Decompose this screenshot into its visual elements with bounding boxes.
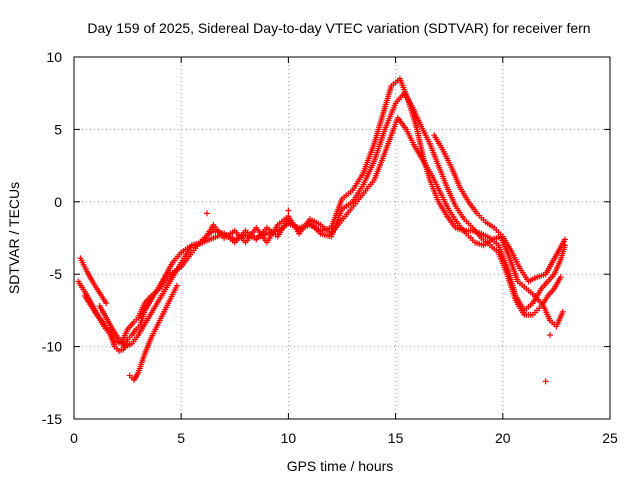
x-tick-label: 5 <box>177 430 185 446</box>
y-axis-label: SDTVAR / TECUs <box>6 182 22 294</box>
x-tick-label: 15 <box>388 430 404 446</box>
plot-frame <box>73 56 611 420</box>
data-point <box>173 282 180 289</box>
y-tick-label: 5 <box>54 121 62 137</box>
data-point <box>559 308 566 315</box>
data-point <box>546 332 553 339</box>
data-point <box>103 300 110 307</box>
data-point <box>285 207 292 214</box>
axes: 0 5 10 15 20 25 -15 -10 -5 0 5 10 <box>42 49 618 446</box>
data-point <box>203 210 210 217</box>
grid-lines <box>74 57 610 419</box>
data-points <box>75 75 568 385</box>
y-tick-label: 0 <box>54 194 62 210</box>
x-tick-label: 20 <box>495 430 511 446</box>
y-tick-label: 10 <box>46 49 62 65</box>
data-point <box>557 274 564 281</box>
x-tick-label: 0 <box>70 430 78 446</box>
x-tick-label: 10 <box>281 430 297 446</box>
y-tick-label: -15 <box>42 411 62 427</box>
y-tick-label: -10 <box>42 339 62 355</box>
data-point <box>542 378 549 385</box>
data-point <box>561 236 568 243</box>
x-axis-label: GPS time / hours <box>287 458 394 474</box>
y-tick-label: -5 <box>50 266 63 282</box>
x-tick-label: 25 <box>602 430 618 446</box>
chart-title: Day 159 of 2025, Sidereal Day-to-day VTE… <box>87 20 590 36</box>
